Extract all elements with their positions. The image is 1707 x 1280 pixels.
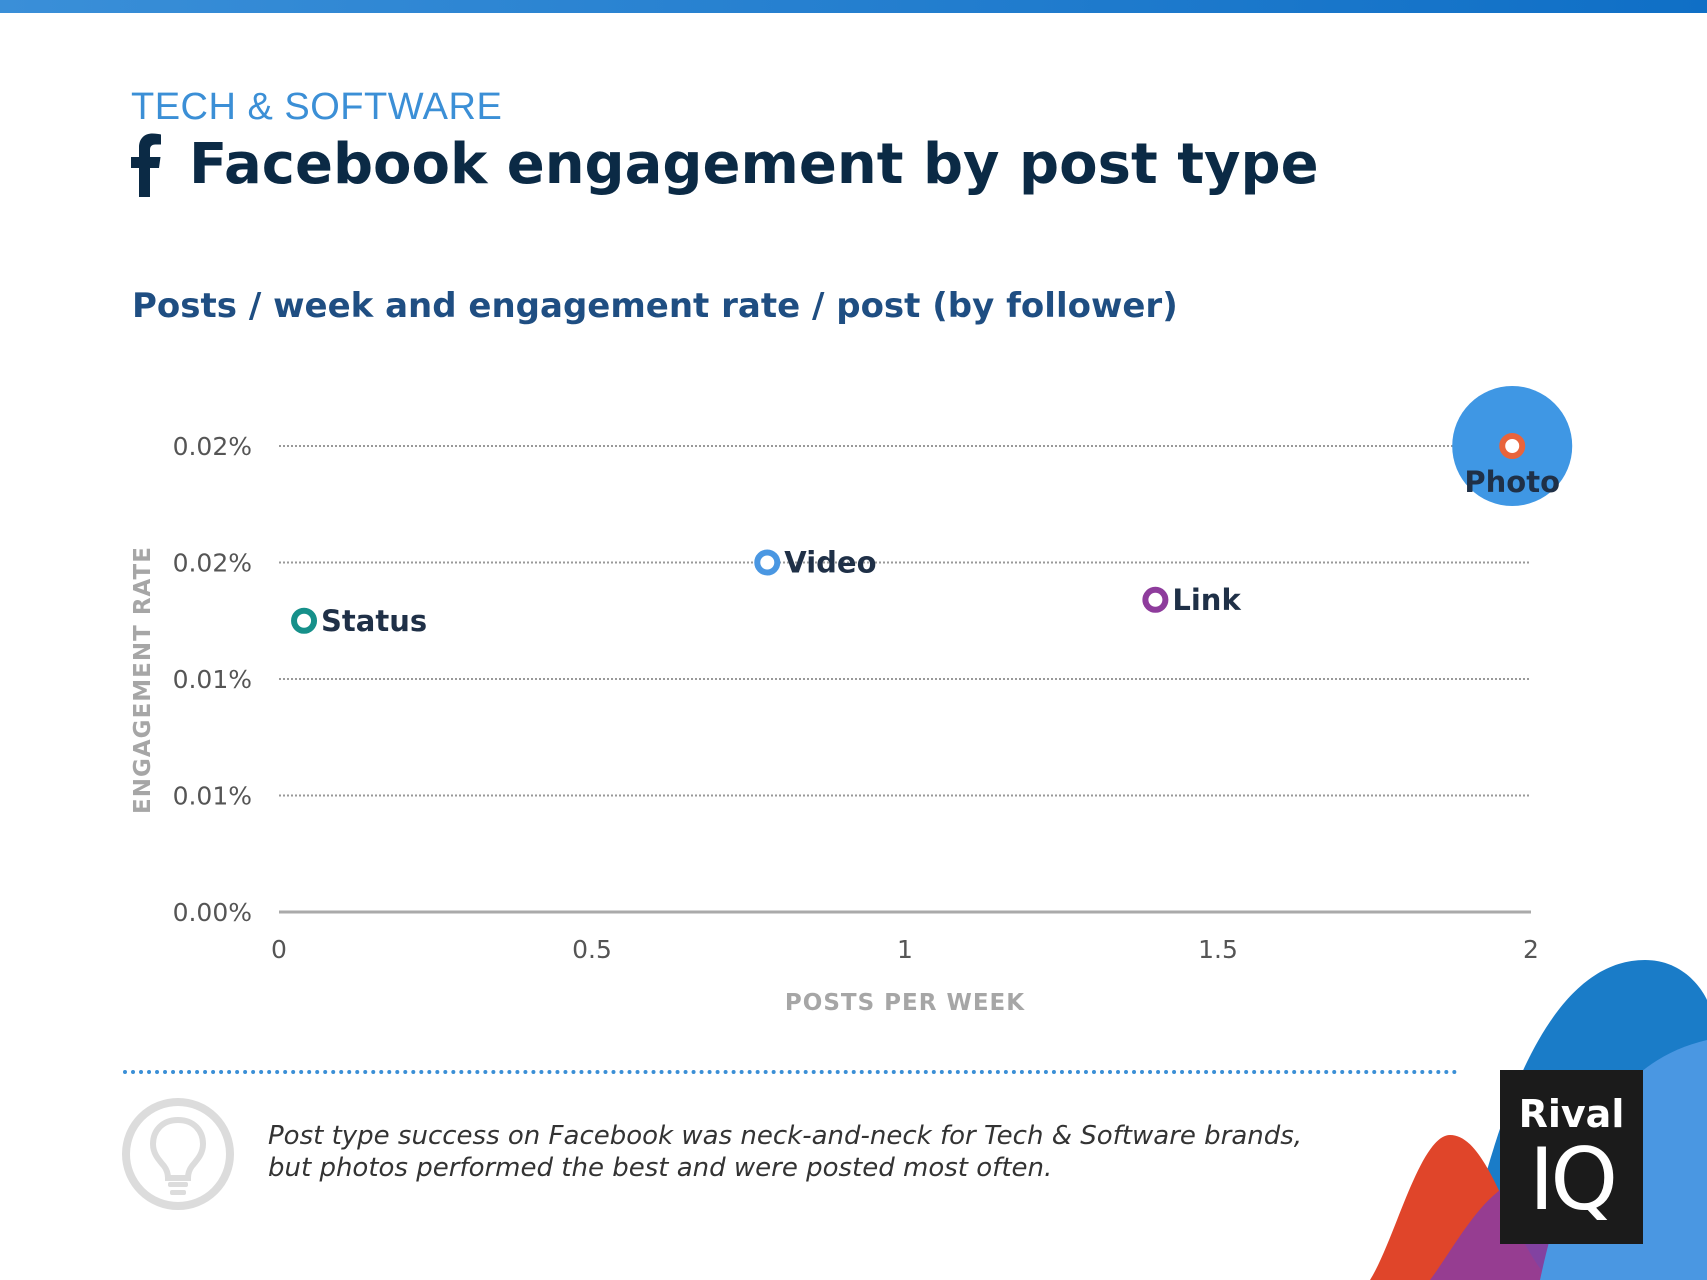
lightbulb-icon xyxy=(122,1098,234,1210)
logo-text-bottom: IQ xyxy=(1528,1130,1618,1230)
point-label-status: Status xyxy=(321,604,427,638)
insight-note: Post type success on Facebook was neck-a… xyxy=(268,1121,1303,1183)
category-label: TECH & SOFTWARE xyxy=(131,86,503,128)
y-tick-label: 0.01% xyxy=(173,665,252,694)
chart-subtitle: Posts / week and engagement rate / post … xyxy=(132,286,1178,326)
section-divider xyxy=(123,1070,1458,1074)
rival-iq-logo: Rival IQ xyxy=(1500,1070,1643,1244)
point-video xyxy=(754,549,781,576)
point-link xyxy=(1142,586,1169,613)
point-label-video: Video xyxy=(784,546,876,580)
x-tick-label: 1.5 xyxy=(1198,935,1238,964)
scatter-chart: 0.00% 0.01% 0.01% 0.02% 0.02% 0 0.5 1 1.5 2 POSTS … xyxy=(130,386,1573,1016)
x-tick-label: 0 xyxy=(271,935,287,964)
facebook-icon xyxy=(131,133,161,197)
point-label-link: Link xyxy=(1172,583,1241,617)
y-tick-label: 0.02% xyxy=(173,432,252,461)
y-tick-label: 0.01% xyxy=(173,782,252,811)
point-photo xyxy=(1499,433,1526,459)
x-tick-label: 1 xyxy=(897,935,913,964)
logo-text-top: Rival xyxy=(1518,1092,1625,1136)
y-axis-title: ENGAGEMENT RATE xyxy=(130,546,156,814)
y-tick-label: 0.00% xyxy=(173,898,252,927)
x-axis-title: POSTS PER WEEK xyxy=(785,990,1025,1016)
x-tick-label: 0.5 xyxy=(572,935,612,964)
point-label-photo: Photo xyxy=(1464,465,1560,499)
page-title: Facebook engagement by post type xyxy=(189,132,1319,197)
y-tick-label: 0.02% xyxy=(173,549,252,578)
title-row: Facebook engagement by post type xyxy=(131,132,1319,197)
point-status xyxy=(291,607,318,634)
x-tick-label: 2 xyxy=(1523,935,1539,964)
top-accent-bar xyxy=(0,0,1707,13)
